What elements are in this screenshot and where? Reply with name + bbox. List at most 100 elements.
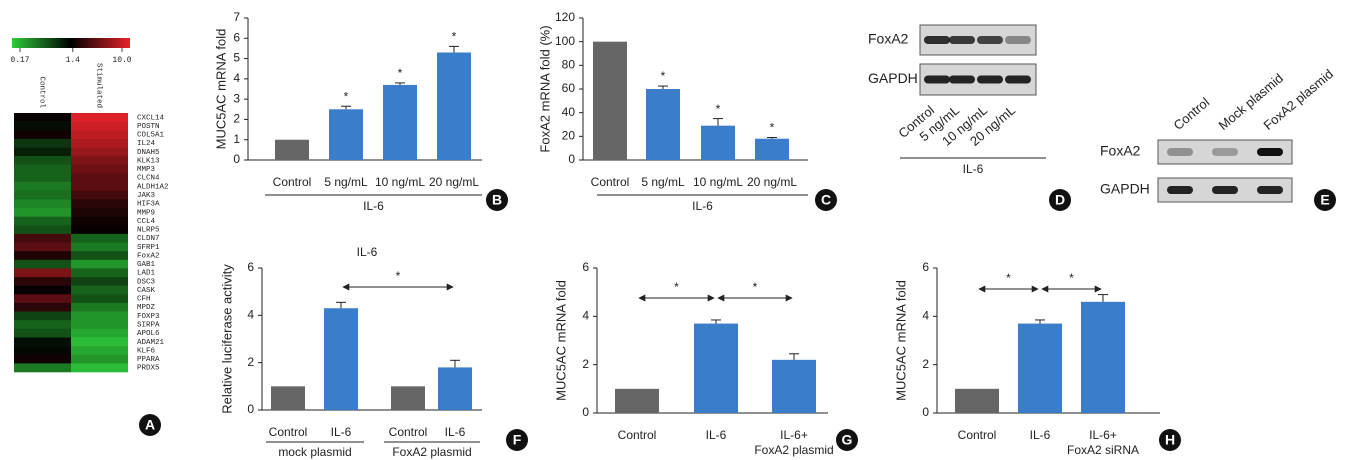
y-tick-label: 2	[233, 112, 240, 126]
y-tick-label: 5	[233, 51, 240, 65]
heat-cell	[14, 363, 71, 372]
y-tick-label: 0	[233, 152, 240, 166]
x-tick-label: 20 ng/mL	[429, 175, 479, 189]
blot-band	[924, 36, 950, 44]
y-tick-label: 0	[247, 402, 254, 416]
panel-letter: D	[1055, 192, 1065, 208]
blot-band	[949, 36, 975, 44]
y-tick-label: 4	[247, 308, 254, 322]
x-tick-label: Control	[389, 425, 428, 439]
bar	[1081, 302, 1125, 413]
x-tick-label: IL-6	[706, 428, 727, 442]
y-tick-label: 4	[922, 309, 929, 323]
heat-cell	[14, 130, 71, 139]
gene-label: NLRP5	[137, 227, 160, 235]
heat-cell	[71, 182, 128, 191]
gene-label: KLF6	[137, 347, 156, 355]
y-tick-label: 6	[233, 30, 240, 44]
heat-cell	[14, 113, 71, 122]
bar	[438, 367, 472, 410]
blot-band	[1212, 148, 1238, 156]
heat-cell	[71, 286, 128, 295]
heat-cell	[71, 294, 128, 303]
heat-cell	[71, 303, 128, 312]
heat-cell	[14, 217, 71, 226]
lane-label: Control	[1170, 94, 1212, 132]
group-label: IL-6	[963, 162, 984, 176]
gene-label: LAD1	[137, 270, 156, 278]
x-tick-label: 20 ng/mL	[747, 175, 797, 189]
heat-cell	[14, 225, 71, 234]
x-tick-label: Control	[618, 428, 657, 442]
panel-letter: G	[842, 432, 853, 448]
x-tick-label: IL-6	[331, 425, 352, 439]
gene-label: MPDZ	[137, 304, 156, 312]
x-tick-label: Control	[273, 175, 312, 189]
column-label: Stimulated	[95, 63, 103, 108]
y-tick-label: 80	[562, 58, 576, 72]
heat-cell	[14, 234, 71, 243]
heat-cell	[71, 199, 128, 208]
heat-cell	[71, 337, 128, 346]
y-tick-label: 2	[582, 357, 589, 371]
gene-label: DNAH5	[137, 149, 160, 157]
heat-cell	[14, 139, 71, 148]
blot-row-label: GAPDH	[868, 70, 918, 86]
heat-cell	[71, 148, 128, 157]
colorbar-label: 10.0	[112, 56, 131, 65]
x-tick-label: IL-6	[1030, 428, 1051, 442]
group-label: FoxA2 plasmid	[392, 445, 471, 459]
x-tick-label: IL-6+	[780, 428, 808, 442]
heat-cell	[14, 173, 71, 182]
bar	[755, 139, 789, 160]
heat-cell	[14, 268, 71, 277]
blot-band	[1212, 186, 1238, 194]
heat-cell	[71, 225, 128, 234]
group-label: IL-6	[363, 199, 384, 213]
y-tick-label: 6	[247, 260, 254, 274]
bar	[615, 389, 659, 413]
significance: *	[661, 69, 666, 83]
colorbar-label: 0.17	[10, 56, 29, 65]
bar	[271, 386, 305, 410]
heat-cell	[71, 217, 128, 226]
heat-cell	[71, 156, 128, 165]
comparison-label: *	[1006, 271, 1011, 285]
gene-label: CLCN4	[137, 175, 160, 183]
heat-cell	[71, 139, 128, 148]
bar	[383, 85, 417, 160]
heat-cell	[14, 355, 71, 364]
heat-cell	[14, 294, 71, 303]
bar	[694, 324, 738, 413]
y-axis-label: MUC5AC mRNA fold	[893, 280, 908, 401]
bar	[437, 52, 471, 160]
blot-band	[1167, 148, 1193, 156]
heat-cell	[14, 208, 71, 217]
y-tick-label: 2	[922, 357, 929, 371]
heat-cell	[14, 320, 71, 329]
comparison-label: *	[396, 269, 401, 283]
blot-band	[1005, 76, 1031, 84]
comparison-label: *	[674, 280, 679, 294]
gene-label: MMP3	[137, 166, 156, 174]
panel-letter: A	[145, 417, 155, 433]
y-tick-label: 7	[233, 10, 240, 24]
heat-cell	[14, 199, 71, 208]
gene-label: MMP9	[137, 209, 155, 217]
heat-cell	[14, 165, 71, 174]
gene-label: POSTN	[137, 123, 160, 131]
bar	[391, 386, 425, 410]
y-axis-label: MUC5AC mRNA fold	[213, 29, 228, 150]
heat-cell	[14, 303, 71, 312]
panel-letter: B	[492, 192, 502, 208]
bar	[329, 109, 363, 160]
heat-cell	[14, 122, 71, 131]
heat-cell	[14, 329, 71, 338]
heat-cell	[71, 243, 128, 252]
comparison-label: *	[753, 280, 758, 294]
significance: *	[344, 89, 349, 103]
heat-cell	[14, 337, 71, 346]
heat-cell	[71, 173, 128, 182]
figure: 0.171.410.0ControlStimulatedCXCL14POSTNC…	[0, 0, 1350, 460]
gene-label: COL5A1	[137, 132, 165, 140]
